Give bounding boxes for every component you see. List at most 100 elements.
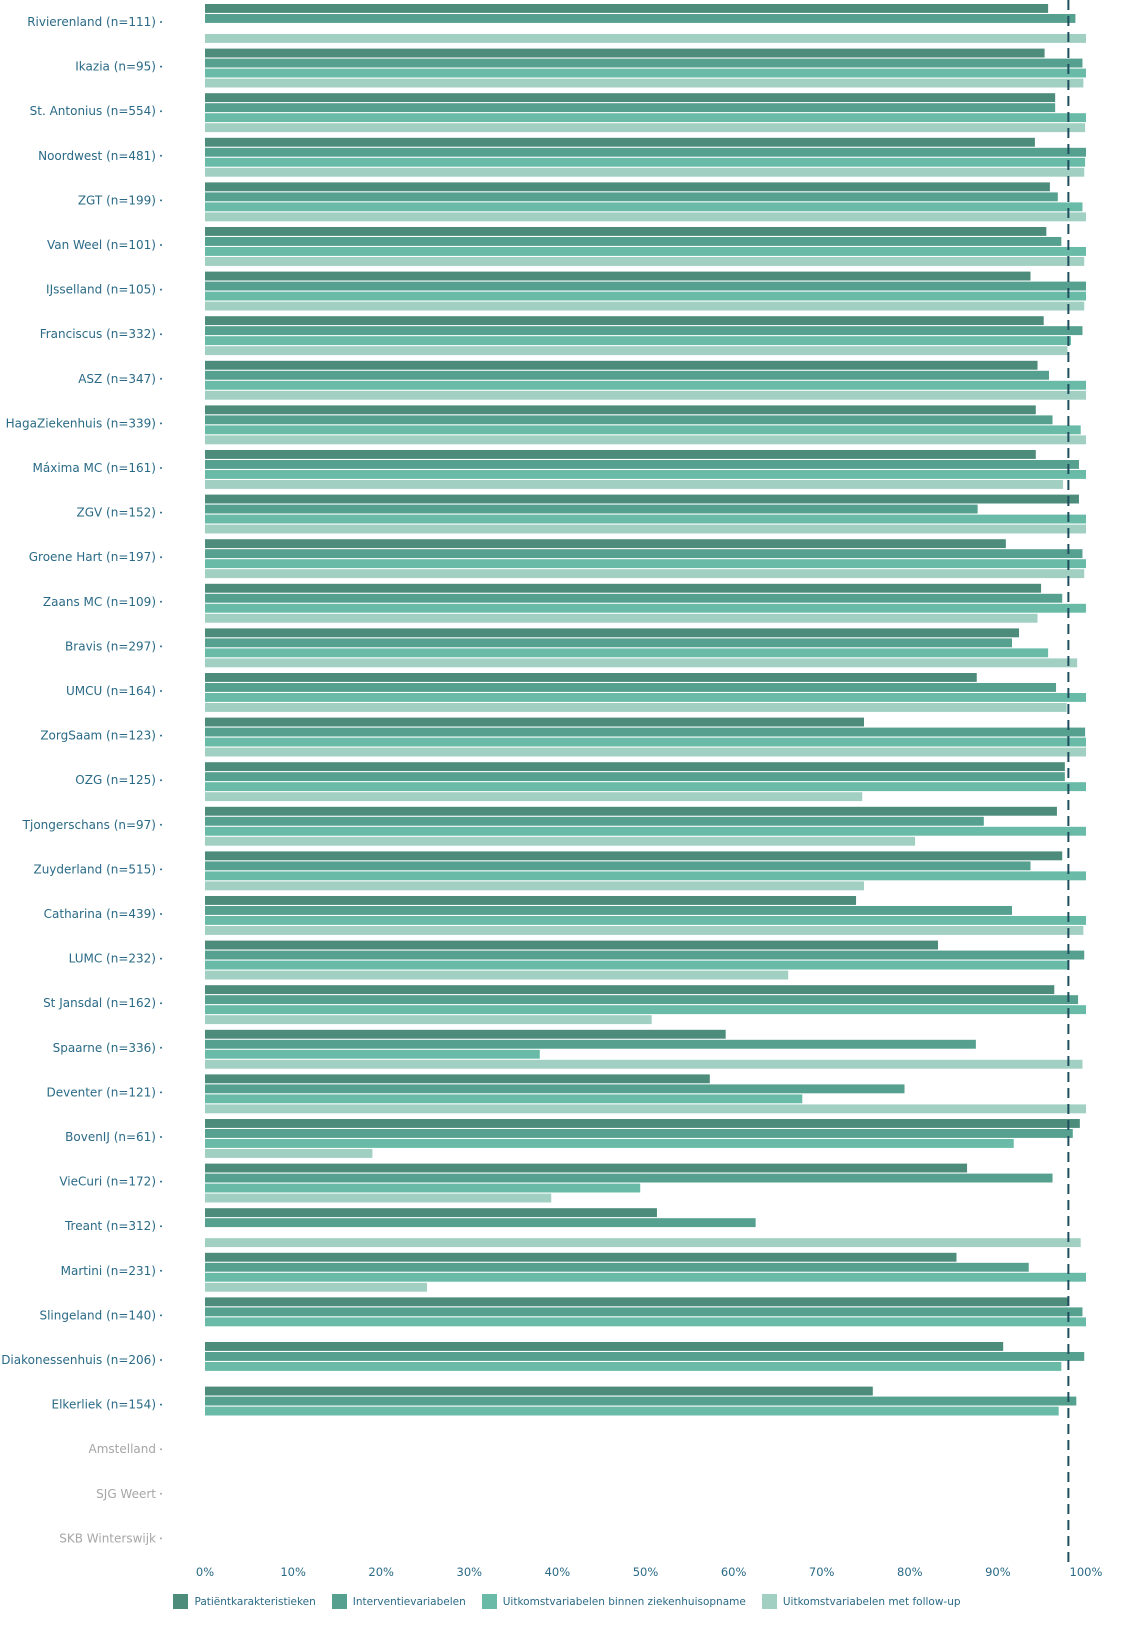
category-label: Deventer (n=121) — [47, 1085, 156, 1099]
bar — [205, 1104, 1086, 1114]
bar — [205, 435, 1086, 445]
bar — [205, 985, 1055, 995]
bar — [205, 693, 1086, 702]
bar — [205, 192, 1058, 202]
bar — [205, 861, 1031, 871]
bar — [205, 1084, 905, 1094]
category-label: Elkerliek (n=154) — [52, 1398, 157, 1412]
bar — [205, 460, 1079, 469]
bar — [205, 762, 1065, 772]
category-label: ZorgSaam (n=123) — [40, 729, 156, 743]
category-tick-mark — [160, 244, 162, 246]
category-label: Catharina (n=439) — [44, 907, 156, 921]
category-label: SJG Weert — [96, 1487, 156, 1501]
bar — [205, 851, 1063, 861]
category-label: Noordwest (n=481) — [38, 149, 156, 163]
legend-label: Uitkomstvariabelen met follow-up — [782, 1595, 961, 1608]
category-tick-mark — [160, 333, 162, 336]
bar — [205, 593, 1063, 603]
bar — [205, 926, 1084, 935]
category-tick-mark — [160, 1492, 162, 1495]
bar — [205, 1039, 976, 1049]
bar — [205, 881, 864, 891]
bar — [205, 123, 1086, 133]
bar — [205, 995, 1079, 1005]
bar — [205, 1307, 1083, 1317]
bar — [205, 157, 1086, 167]
bar — [205, 1074, 710, 1084]
bar — [205, 291, 1086, 301]
bar — [205, 326, 1083, 336]
bar — [205, 727, 1086, 737]
bar — [205, 1282, 428, 1292]
legend-item: Interventievariabelen — [331, 1594, 466, 1609]
category-label: Rivierenland (n=111) — [27, 15, 156, 29]
category-tick-mark — [160, 913, 162, 915]
bar — [205, 237, 1062, 246]
bar — [205, 1193, 552, 1203]
bar — [205, 950, 1085, 960]
bar — [205, 806, 1057, 816]
bar — [205, 504, 978, 514]
bar — [205, 539, 1006, 549]
category-label: ZGT (n=199) — [78, 193, 156, 207]
category-tick-mark — [160, 65, 162, 68]
bar — [205, 4, 1049, 13]
bar — [205, 336, 1072, 346]
x-axis-ticks: 0% 10% 20% 30% 40% 50% 60% 70% 80% 90% 100% — [196, 1565, 1103, 1579]
category-tick-mark — [160, 1002, 162, 1005]
bar — [205, 34, 1086, 43]
category-label: HagaZiekenhuis (n=339) — [6, 416, 156, 430]
bar — [205, 1183, 641, 1193]
bar — [205, 737, 1086, 747]
bar — [205, 940, 938, 950]
bar — [205, 603, 1086, 613]
bar — [205, 1059, 1083, 1069]
bar — [205, 514, 1086, 524]
bar — [205, 271, 1031, 281]
bar — [205, 1406, 1059, 1416]
category-tick-mark — [160, 288, 162, 291]
bar — [205, 257, 1085, 266]
category-tick-mark — [160, 422, 162, 425]
category-label: Máxima MC (n=161) — [33, 461, 156, 475]
bar — [205, 1352, 1085, 1361]
bar — [205, 137, 1035, 147]
bar — [205, 48, 1045, 58]
category-label: IJsselland (n=105) — [46, 283, 156, 297]
category-tick-mark — [160, 1359, 162, 1361]
bar — [205, 549, 1083, 559]
bar — [205, 316, 1044, 326]
bar — [205, 1005, 1086, 1015]
category-tick-mark — [160, 377, 162, 380]
category-tick-mark — [160, 690, 162, 692]
category-tick-mark — [160, 1046, 162, 1049]
bar — [205, 1238, 1081, 1248]
category-tick-mark — [160, 779, 162, 782]
category-label: Groene Hart (n=197) — [29, 550, 156, 564]
category-tick-mark — [160, 199, 162, 202]
category-label: Zuyderland (n=515) — [33, 862, 156, 876]
category-tick-mark — [160, 1537, 162, 1540]
legend-label: Interventievariabelen — [352, 1595, 466, 1608]
legend: Patiëntkarakteristieken Interventievariab… — [0, 1594, 1140, 1609]
category-label: ASZ (n=347) — [78, 372, 156, 386]
category-label: ZGV (n=152) — [77, 506, 156, 520]
bars-layer — [205, 4, 1086, 1416]
bar — [205, 281, 1086, 291]
bar — [205, 772, 1065, 782]
bar — [205, 113, 1086, 123]
bar — [205, 1297, 1068, 1307]
bar — [205, 450, 1036, 459]
bar — [205, 836, 916, 846]
category-label: Tjongerschans (n=97) — [22, 818, 156, 832]
category-tick-mark — [160, 1314, 162, 1317]
category-tick-mark — [160, 600, 162, 603]
category-tick-mark — [160, 734, 162, 737]
category-tick-mark — [160, 1225, 162, 1228]
x-tick-label: 70% — [809, 1565, 835, 1579]
category-label: LUMC (n=232) — [69, 952, 156, 966]
bar — [205, 360, 1038, 370]
bar — [205, 147, 1086, 157]
